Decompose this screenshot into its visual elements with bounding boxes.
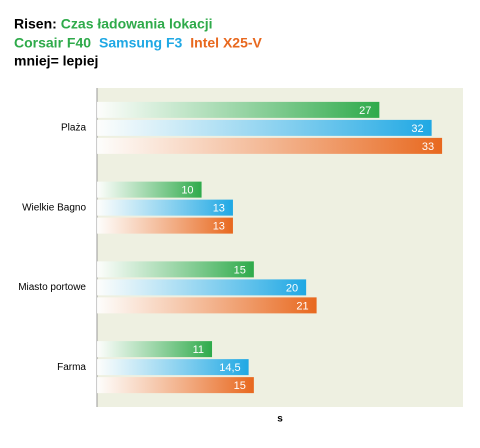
value-label: 32 — [411, 123, 423, 135]
note: mniej= lepiej — [14, 53, 98, 69]
bar — [97, 341, 213, 358]
y-tick-label: Plaża — [61, 123, 86, 134]
legend-label: Samsung F3 — [99, 35, 182, 51]
bar — [97, 119, 432, 136]
bar — [97, 297, 317, 314]
value-label: 20 — [286, 282, 298, 294]
value-label: 21 — [296, 300, 308, 312]
y-tick-label: Farma — [57, 362, 86, 373]
value-label: 33 — [422, 141, 434, 153]
chart-title: Risen: — [14, 16, 57, 32]
bar — [97, 217, 233, 234]
y-tick-label: Miasto portowe — [18, 282, 86, 293]
bar — [97, 199, 233, 216]
bar — [97, 137, 443, 154]
bar — [97, 261, 254, 278]
value-label: 15 — [234, 380, 246, 392]
value-label: 27 — [359, 105, 371, 117]
value-label: 15 — [234, 264, 246, 276]
value-label: 10 — [181, 185, 193, 197]
value-label: 13 — [213, 221, 225, 233]
legend-label: Intel X25-V — [190, 35, 262, 51]
y-tick-label: Wielkie Bagno — [22, 202, 86, 213]
value-label: 13 — [213, 203, 225, 215]
chart-subtitle: Czas ładowania lokacji — [61, 16, 213, 32]
value-label: 11 — [193, 344, 204, 356]
bar — [97, 181, 202, 198]
bar — [97, 359, 249, 376]
legend-label: Corsair F40 — [14, 35, 91, 51]
value-label: 14,5 — [219, 362, 240, 374]
bar — [97, 101, 380, 118]
bar — [97, 279, 307, 296]
bar — [97, 377, 254, 394]
x-axis-label: s — [277, 414, 283, 425]
